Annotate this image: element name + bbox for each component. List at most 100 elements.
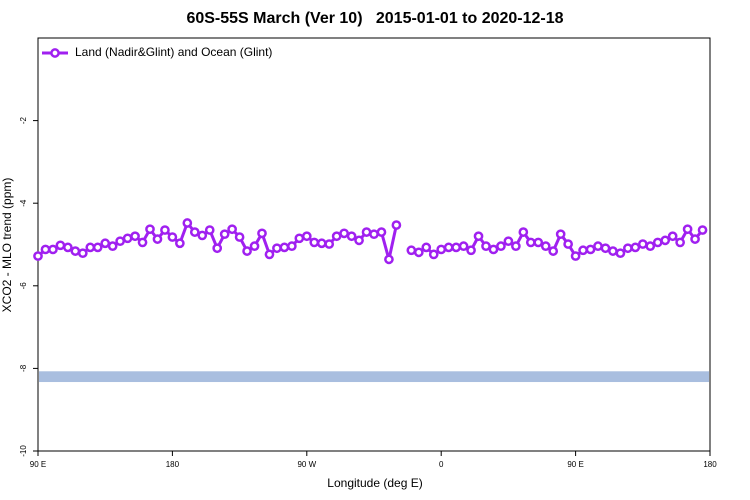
data-point [369,229,379,240]
data-point [346,231,357,242]
data-point [406,245,417,256]
data-point [264,249,275,260]
data-point [428,249,439,260]
data-point [421,242,432,253]
data-point [33,251,43,261]
data-point [160,225,170,235]
data-point [40,244,51,255]
data-point [287,241,297,252]
data-point [272,243,282,254]
data-point [637,239,648,249]
data-point [77,248,88,259]
data-point [481,241,491,252]
y-tick-label: -2 [19,116,28,124]
data-point [533,237,544,248]
data-point [667,231,678,242]
data-point [219,229,230,240]
data-point [294,233,305,244]
chart-title: 60S-55S March (Ver 10) 2015-01-01 to 202… [186,10,563,27]
data-point [623,243,633,254]
data-point [331,231,342,242]
data-point [361,227,372,237]
data-point [630,242,641,253]
data-point [85,242,96,253]
reference-band [39,371,709,383]
data-point [204,225,215,235]
data-point [690,234,700,244]
data-point [413,247,424,258]
data-point [189,227,200,237]
data-point [175,238,185,249]
data-point [458,241,469,252]
data-point [257,228,267,239]
data-point [466,245,476,256]
data-point [122,233,133,244]
data-point [279,242,290,253]
data-point [682,224,693,235]
data-point [339,228,349,239]
data-point [70,246,81,256]
data-point [578,245,588,256]
y-tick-label: -4 [19,199,28,207]
data-point [63,242,73,253]
data-point [518,227,529,237]
data-point [525,237,536,248]
data-point [615,248,626,259]
data-point [234,232,245,242]
data-point [309,237,320,248]
data-point [600,243,611,254]
legend-label: Land (Nadir&Glint) and Ocean (Glint) [75,45,272,59]
data-point [443,242,454,253]
data-point [570,251,581,261]
y-tick-label: -10 [19,445,28,457]
x-tick-label: 180 [703,460,717,469]
data-point [563,239,573,249]
x-tick-label: 90 E [567,460,583,469]
data-point [55,240,66,251]
data-point [451,242,461,253]
data-point [608,246,618,256]
data-point [496,241,506,252]
data-point [488,244,499,255]
data-point [152,234,163,244]
data-point [473,231,484,242]
data-point [540,241,551,252]
data-point [645,241,656,252]
data-point [212,243,223,254]
data-point [511,241,521,252]
x-tick-label: 90 W [297,460,316,469]
x-tick-label: 90 E [30,460,46,469]
data-point [675,237,685,248]
data-point [376,227,387,237]
x-axis-label: Longitude (deg E) [327,476,422,490]
data-point [130,231,140,242]
data-point [354,235,364,246]
data-point [660,235,671,246]
data-point [697,225,708,235]
plot-frame [37,37,711,452]
data-point [137,237,148,248]
data-point [249,241,260,252]
data-point [316,238,327,249]
y-tick-label: -6 [19,282,28,290]
x-tick-label: 0 [439,460,444,469]
data-point [652,237,663,248]
data-point [593,241,603,252]
data-point [242,246,252,256]
y-axis-label: XCO2 - MLO trend (ppm) [0,178,14,313]
data-point [436,244,447,255]
series-line [37,221,704,261]
x-tick-label: 180 [166,460,180,469]
data-point [115,236,125,247]
data-point [92,242,103,253]
data-point [548,246,559,256]
data-point [167,232,178,242]
data-point [585,244,596,255]
legend-marker [50,48,60,58]
data-point [145,224,155,235]
data-point [182,218,193,228]
data-point [384,254,394,265]
data-point [100,238,111,249]
data-point [107,241,118,252]
